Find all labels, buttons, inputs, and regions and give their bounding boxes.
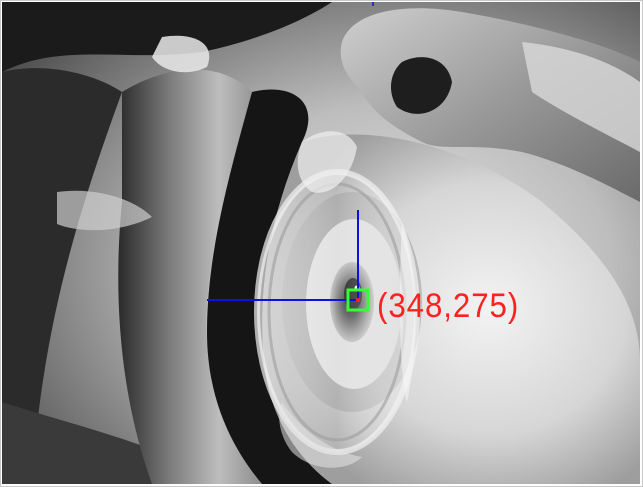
pupil-tracking-marker <box>346 288 370 312</box>
pupil-coordinate-readout: (348,275) <box>377 287 520 325</box>
pupil-center-dot <box>356 298 360 302</box>
